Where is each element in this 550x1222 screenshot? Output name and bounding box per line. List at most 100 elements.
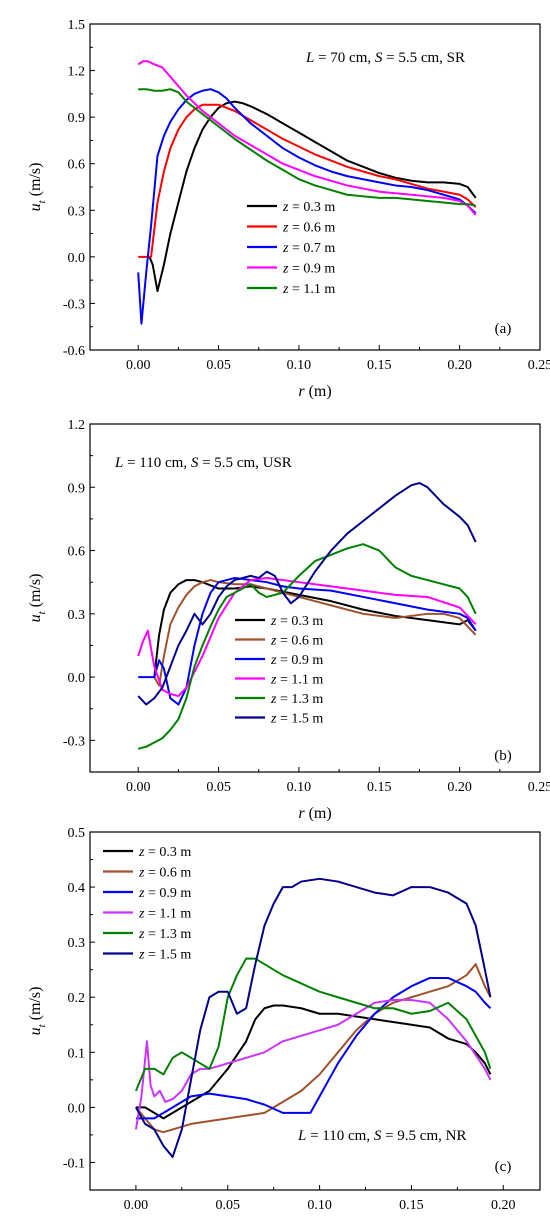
- y-tick-label: -0.3: [63, 734, 85, 749]
- legend-label: z = 0.6 m: [138, 866, 191, 881]
- legend-label-symbol: z: [270, 712, 277, 727]
- panel-annotation: L = 110 cm, S = 5.5 cm, USR: [114, 455, 292, 471]
- y-axis-label: ut (m/s): [27, 574, 48, 623]
- legend-label-value: = 1.5 m: [144, 948, 191, 963]
- y-axis-label-symbol: u: [27, 203, 44, 211]
- legend-label: z = 0.6 m: [282, 221, 335, 236]
- panel-annotation-part: = 9.5 cm, NR: [381, 1128, 466, 1144]
- x-tick-label: 0.25: [528, 780, 550, 795]
- x-tick-label: 0.20: [491, 1198, 516, 1213]
- legend-label: z = 1.5 m: [270, 712, 323, 727]
- x-tick-label: 0.10: [287, 780, 312, 795]
- legend-label: z = 0.6 m: [270, 634, 323, 649]
- y-tick-label: 0.0: [68, 1101, 86, 1116]
- legend-label: z = 1.3 m: [138, 927, 191, 942]
- y-axis-label-subscript: t: [36, 1023, 48, 1027]
- legend-label-value: = 1.3 m: [276, 692, 323, 707]
- panel-annotation-part: L: [305, 50, 314, 66]
- legend-label-value: = 0.6 m: [288, 221, 335, 236]
- y-tick-label: 0.6: [68, 545, 86, 560]
- series-line-6: [135, 877, 492, 1158]
- legend-label: z = 0.3 m: [270, 614, 323, 629]
- legend-label-symbol: z: [270, 634, 277, 649]
- legend-label: z = 1.3 m: [270, 692, 323, 707]
- legend-label-symbol: z: [270, 692, 277, 707]
- legend-label-symbol: z: [138, 845, 145, 860]
- panel-annotation-part: S: [191, 455, 199, 471]
- series-line-4: [137, 60, 477, 216]
- panel-annotation-part: = 110 cm,: [306, 1128, 373, 1144]
- panel-3: 0.00 0.05 0.10 0.15 0.20 -0.1 0.0 0.1 0.2 0.3 0.4 0…: [27, 826, 541, 1213]
- x-axis-label-symbol: r: [298, 805, 305, 822]
- legend-label: z = 1.1 m: [282, 282, 335, 297]
- legend-label-value: = 0.3 m: [144, 845, 191, 860]
- legend-label-symbol: z: [282, 282, 289, 297]
- y-tick-label: 1.5: [68, 18, 86, 33]
- y-tick-label: 0.1: [68, 1046, 86, 1061]
- panel-annotation-part: = 70 cm,: [314, 50, 375, 66]
- legend-label-value: = 1.5 m: [276, 712, 323, 727]
- legend-label-symbol: z: [138, 886, 145, 901]
- legend-label-value: = 0.9 m: [288, 262, 335, 277]
- legend-label-symbol: z: [282, 262, 289, 277]
- panel-annotation-part: S: [374, 1128, 382, 1144]
- legend-label: z = 0.9 m: [138, 886, 191, 901]
- y-tick-label: 0.6: [68, 158, 86, 173]
- legend-label: z = 0.7 m: [282, 241, 335, 256]
- legend-label-value: = 1.1 m: [276, 673, 323, 688]
- legend-label-value: = 1.1 m: [288, 282, 335, 297]
- x-tick-label: 0.00: [126, 780, 151, 795]
- series-line-4: [134, 998, 492, 1130]
- legend-label-value: = 0.6 m: [276, 634, 323, 649]
- panel-2: 0.00 0.05 0.10 0.15 0.20 0.25 -0.3 0.0 0.3 0.6 0.9…: [27, 418, 550, 822]
- legend-label-symbol: z: [270, 653, 277, 668]
- panel-annotation: L = 70 cm, S = 5.5 cm, SR: [305, 50, 465, 66]
- legend-label: z = 1.1 m: [270, 673, 323, 688]
- panel-1: 0.00 0.05 0.10 0.15 0.20 0.25 -0.6 -0.3 0.0 0.3 0.…: [27, 18, 550, 400]
- x-tick-label: 0.20: [447, 358, 472, 373]
- series-line-5: [134, 957, 492, 1092]
- y-tick-label: 0.2: [68, 991, 86, 1006]
- legend-label: z = 0.9 m: [282, 262, 335, 277]
- legend-label-value: = 0.3 m: [288, 200, 335, 215]
- y-tick-label: 0.3: [68, 608, 86, 623]
- series-line-1: [148, 100, 477, 293]
- panel-annotation-part: = 5.5 cm, USR: [198, 455, 291, 471]
- x-axis-label: r (m): [298, 805, 331, 822]
- y-axis-label: ut (m/s): [27, 987, 48, 1036]
- y-tick-label: -0.6: [63, 344, 85, 359]
- x-tick-label: 0.25: [528, 358, 550, 373]
- x-tick-label: 0.05: [206, 358, 231, 373]
- series-line-2: [153, 579, 477, 687]
- legend-label: z = 1.1 m: [138, 907, 191, 922]
- legend-label-symbol: z: [282, 200, 289, 215]
- x-axis-label: r (m): [298, 383, 331, 400]
- y-tick-label: 0.3: [68, 936, 86, 951]
- y-tick-label: 0.4: [68, 881, 86, 896]
- panel-annotation: L = 110 cm, S = 9.5 cm, NR: [297, 1128, 466, 1144]
- legend-label: z = 0.3 m: [138, 845, 191, 860]
- series-line-1: [135, 1004, 492, 1120]
- y-axis-label-unit: (m/s): [27, 574, 44, 612]
- legend-label: z = 0.3 m: [282, 200, 335, 215]
- legend-label: z = 1.5 m: [138, 948, 191, 963]
- legend-label-symbol: z: [138, 948, 145, 963]
- series-line-5: [137, 543, 477, 750]
- panel-label: (b): [494, 748, 512, 764]
- legend-label-value: = 0.6 m: [144, 866, 191, 881]
- panel-annotation-part: = 110 cm,: [123, 455, 190, 471]
- legend-label-value: = 0.7 m: [288, 241, 335, 256]
- y-tick-label: 0.9: [68, 111, 86, 126]
- x-tick-label: 0.05: [216, 1198, 241, 1213]
- y-tick-label: 0.3: [68, 204, 86, 219]
- y-axis-label-subscript: t: [36, 610, 48, 614]
- legend-label-value: = 0.9 m: [276, 653, 323, 668]
- y-tick-label: 0.0: [68, 251, 86, 266]
- legend-label-value: = 0.9 m: [144, 886, 191, 901]
- legend-label: z = 0.9 m: [270, 653, 323, 668]
- plot-frame: [89, 23, 541, 351]
- series-line-3: [138, 576, 477, 706]
- legend-label-value: = 1.1 m: [144, 907, 191, 922]
- series-line-5: [138, 88, 476, 207]
- legend-label-symbol: z: [138, 907, 145, 922]
